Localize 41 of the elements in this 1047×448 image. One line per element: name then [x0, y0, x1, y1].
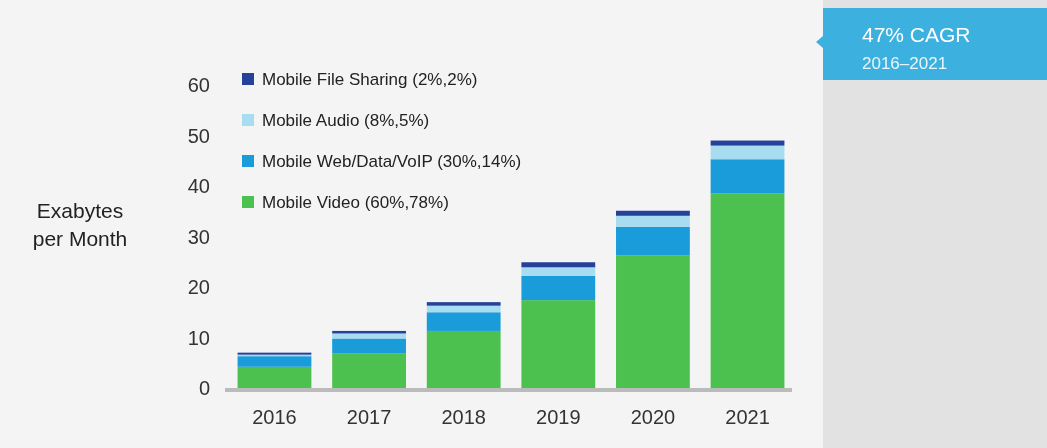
x-tick-label: 2019 [536, 406, 581, 428]
legend-label: Mobile Video (60%,78%) [262, 192, 449, 212]
bar [332, 333, 406, 339]
bar [616, 210, 690, 216]
y-tick-label: 10 [187, 326, 210, 349]
bar [426, 330, 501, 388]
bar [521, 300, 596, 388]
y-tick-label: 20 [187, 276, 210, 298]
bar [616, 215, 690, 227]
legend-label: Mobile File Sharing (2%,2%) [262, 69, 478, 89]
y-tick-label: 60 [187, 74, 210, 96]
y-tick-label: 0 [198, 377, 210, 399]
bar [616, 255, 690, 388]
bar [616, 226, 690, 256]
x-tick-label: 2017 [346, 406, 392, 428]
bar [521, 275, 596, 301]
bar [710, 145, 785, 160]
bar [426, 302, 501, 306]
bar [237, 356, 312, 367]
x-tick-label: 2021 [725, 406, 770, 428]
x-tick-label: 2020 [630, 406, 676, 428]
legend-label: Mobile Web/Data/VoIP (30%,14%) [262, 151, 522, 171]
bar [332, 353, 406, 388]
y-tick-label: 30 [187, 225, 210, 248]
bar [521, 267, 596, 276]
y-tick-label: 40 [187, 175, 210, 197]
bar [426, 312, 501, 331]
y-axis-title: Exabytes per Month [32, 199, 128, 250]
bar [710, 140, 785, 146]
bar [426, 305, 501, 313]
bar [332, 338, 406, 354]
x-tick-label: 2016 [252, 406, 297, 428]
bar [237, 366, 312, 388]
x-tick-label: 2018 [441, 406, 486, 428]
text: 2016–2021 [862, 54, 948, 73]
text: 47% CAGR [862, 23, 971, 46]
bar [710, 159, 785, 194]
bar [710, 193, 785, 388]
y-tick-label: 50 [187, 124, 210, 147]
bar [521, 262, 596, 268]
legend-label: Mobile Audio (8%,5%) [262, 110, 430, 130]
